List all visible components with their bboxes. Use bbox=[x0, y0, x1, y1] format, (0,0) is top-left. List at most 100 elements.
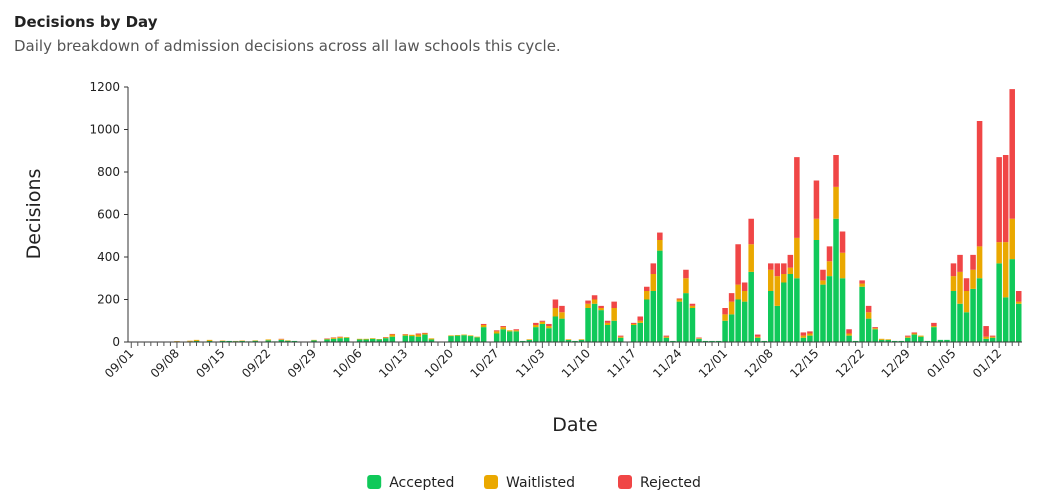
bar-segment bbox=[833, 218, 839, 342]
bar-segment bbox=[526, 339, 533, 340]
bar-segment bbox=[885, 339, 891, 340]
bar-segment bbox=[715, 340, 722, 342]
bar-segment bbox=[748, 218, 754, 245]
bar-segment bbox=[683, 269, 689, 279]
bar-segment bbox=[493, 330, 500, 332]
bar-segment bbox=[630, 325, 637, 342]
bar-segment bbox=[1009, 259, 1015, 342]
bar-segment bbox=[559, 312, 565, 319]
bar-segment bbox=[846, 329, 852, 334]
bar-segment bbox=[676, 299, 683, 302]
bar-segment bbox=[467, 336, 474, 342]
bar-segment bbox=[611, 308, 617, 321]
bar-segment bbox=[683, 278, 689, 294]
bar-segment bbox=[611, 301, 617, 308]
bar-segment bbox=[865, 312, 872, 319]
bar-segment bbox=[428, 338, 435, 340]
bar-segment bbox=[422, 334, 428, 342]
bar-segment bbox=[604, 320, 611, 323]
bar-segment bbox=[989, 336, 996, 338]
bar-segment bbox=[689, 305, 696, 308]
bar-segment bbox=[572, 340, 578, 342]
bar-segment bbox=[689, 303, 696, 306]
bar-segment bbox=[963, 291, 970, 313]
bar-segment bbox=[422, 333, 428, 335]
bar-segment bbox=[428, 339, 435, 342]
bar-segment bbox=[741, 301, 748, 342]
bar-segment bbox=[356, 338, 363, 340]
x-tick-label: 12/01 bbox=[696, 346, 730, 380]
bar-segment bbox=[1009, 89, 1015, 219]
bar-segment bbox=[578, 339, 585, 340]
bar-segment bbox=[1009, 218, 1015, 260]
bar-segment bbox=[585, 300, 591, 304]
bar-segment bbox=[963, 278, 970, 291]
bar-segment bbox=[1015, 303, 1022, 342]
bar-segment bbox=[800, 332, 807, 336]
bar-segment bbox=[957, 254, 963, 272]
bar-segment bbox=[839, 278, 846, 342]
x-tick-label: 11/03 bbox=[513, 346, 547, 380]
bar-segment bbox=[559, 318, 565, 342]
bar-segment bbox=[807, 335, 813, 342]
bar-segment bbox=[480, 325, 487, 328]
bar-segment bbox=[559, 305, 565, 313]
bar-segment bbox=[918, 335, 924, 337]
bar-segment bbox=[382, 337, 389, 339]
bar-segment bbox=[578, 339, 585, 342]
bar-segment bbox=[356, 339, 363, 342]
bar-segment bbox=[924, 340, 931, 342]
bar-segment bbox=[872, 327, 878, 329]
y-axis-label: Decisions bbox=[23, 169, 45, 260]
bar-segment bbox=[1002, 297, 1009, 342]
bar-segment bbox=[754, 336, 761, 338]
bar-segment bbox=[611, 320, 617, 342]
bar-segment bbox=[565, 339, 572, 340]
bar-segment bbox=[735, 244, 741, 285]
bar-segment bbox=[846, 335, 852, 342]
bar-segment bbox=[1015, 301, 1022, 304]
bar-segment bbox=[983, 326, 989, 337]
y-tick-label: 600 bbox=[97, 208, 120, 222]
bar-segment bbox=[989, 337, 996, 342]
bar-segment bbox=[970, 288, 976, 342]
bar-segment bbox=[500, 326, 506, 328]
bar-segment bbox=[330, 338, 337, 342]
bar-segment bbox=[683, 293, 689, 342]
bar-segment bbox=[265, 340, 272, 342]
x-tick-label: 10/20 bbox=[422, 346, 456, 380]
bar-segment bbox=[1002, 242, 1009, 298]
bar-segment bbox=[872, 328, 878, 330]
bar-segment bbox=[637, 320, 644, 323]
bar-segment bbox=[617, 336, 624, 338]
bar-segment bbox=[415, 334, 422, 337]
bar-segment bbox=[852, 340, 859, 342]
bar-segment bbox=[663, 336, 670, 338]
bar-segment bbox=[552, 316, 559, 342]
bar-segment bbox=[794, 278, 800, 342]
bar-segment bbox=[657, 232, 663, 240]
bar-segment bbox=[454, 334, 461, 336]
bar-segment bbox=[983, 336, 989, 339]
bar-segment bbox=[278, 339, 285, 342]
chart-subtitle: Daily breakdown of admission decisions a… bbox=[14, 37, 561, 55]
bar-segment bbox=[369, 338, 376, 339]
bar-segment bbox=[989, 335, 996, 337]
bar-segment bbox=[650, 291, 657, 342]
bar-segment bbox=[696, 338, 702, 339]
bar-segment bbox=[311, 340, 317, 342]
bar-segment bbox=[343, 337, 350, 342]
bar-segment bbox=[546, 326, 552, 329]
bar-segment bbox=[389, 333, 396, 335]
bar-segment bbox=[546, 323, 552, 327]
bar-segment bbox=[644, 286, 650, 291]
bar-segment bbox=[931, 326, 937, 328]
bar-segment bbox=[337, 337, 343, 339]
bar-segment bbox=[911, 332, 918, 334]
chart-title: Decisions by Day bbox=[14, 13, 158, 31]
bar-segment bbox=[285, 340, 291, 342]
bar-segment bbox=[474, 337, 480, 342]
bar-segment bbox=[402, 335, 409, 342]
x-tick-label: 12/08 bbox=[742, 346, 776, 380]
